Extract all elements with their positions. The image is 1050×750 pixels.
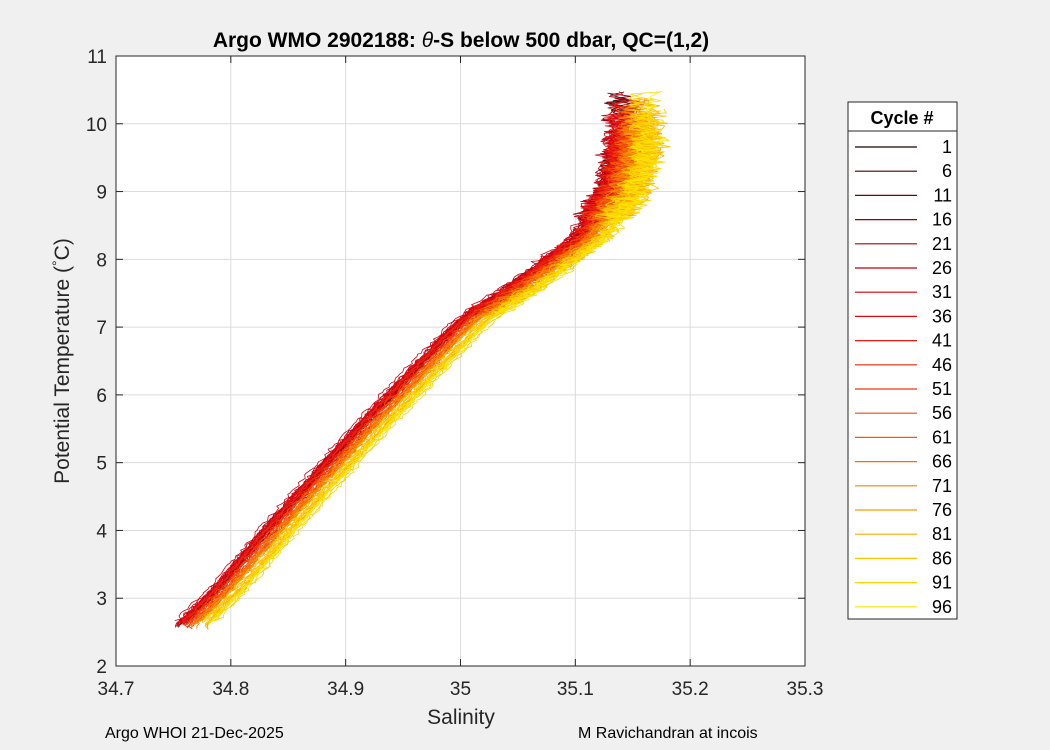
legend-label: 91 [932, 573, 952, 593]
legend-label: 86 [932, 548, 952, 568]
x-tick-labels: 34.7 34.8 34.9 35 35.1 35.2 35.3 [98, 679, 824, 700]
legend-label: 16 [932, 210, 952, 230]
legend-label: 11 [933, 185, 952, 205]
legend-label: 61 [932, 427, 952, 447]
x-tick-label: 35 [450, 679, 471, 700]
legend-title: Cycle # [870, 108, 933, 128]
profile-line-cycle-31 [174, 147, 627, 621]
legend-label: 81 [932, 524, 952, 544]
y-tick-label: 9 [96, 183, 107, 204]
y-tick-label: 3 [96, 589, 107, 610]
legend-label: 56 [932, 403, 952, 423]
legend-label: 36 [932, 306, 952, 326]
legend-label: 46 [932, 355, 952, 375]
x-tick-label: 34.8 [212, 679, 249, 700]
profile-line-cycle-96 [208, 131, 667, 625]
legend-label: 6 [942, 161, 952, 181]
chart-title: Argo WMO 2902188: θ-S below 500 dbar, QC… [213, 29, 709, 52]
y-tick-label: 7 [96, 318, 107, 339]
y-tick-label: 11 [87, 47, 107, 68]
y-tick-label: 2 [96, 657, 107, 678]
legend-label: 1 [942, 137, 952, 157]
x-tick-label: 35.2 [672, 679, 709, 700]
x-tick-label: 35.1 [557, 679, 594, 700]
y-tick-label: 6 [96, 386, 107, 407]
x-axis-label: Salinity [427, 706, 495, 729]
legend-label: 76 [932, 500, 952, 520]
legend-label: 21 [932, 234, 952, 254]
legend-label: 96 [932, 597, 952, 617]
profile-line-cycle-91 [206, 93, 660, 622]
footer-right-caption: M Ravichandran at incois [578, 725, 758, 742]
legend-label: 71 [932, 476, 952, 496]
tick-marks [115, 55, 806, 667]
x-tick-label: 34.9 [327, 679, 364, 700]
legend-label: 41 [932, 331, 952, 351]
legend-label: 26 [932, 258, 952, 278]
profile-line-cycle-86 [204, 110, 662, 626]
profile-line-cycle-86 [204, 97, 658, 620]
y-tick-label: 10 [86, 115, 107, 136]
legend-label: 51 [932, 379, 952, 399]
legend-label: 31 [932, 282, 952, 302]
legend-box [847, 101, 958, 620]
legend: Cycle # 16111621263136414651566166717681… [847, 101, 958, 620]
y-tick-labels: 2 3 4 5 6 7 8 9 10 11 [86, 47, 108, 678]
profile-line-cycle-96 [210, 129, 665, 624]
x-tick-label: 34.7 [98, 679, 135, 700]
y-axis-label: Potential Temperature (°C) [49, 238, 74, 484]
series-layer [174, 91, 671, 630]
x-tick-label: 35.3 [787, 679, 824, 700]
y-tick-label: 5 [96, 454, 107, 475]
y-tick-label: 8 [96, 250, 107, 271]
footer-left-caption: Argo WHOI 21-Dec-2025 [105, 725, 284, 742]
legend-label: 66 [932, 452, 952, 472]
y-tick-label: 4 [96, 521, 107, 542]
